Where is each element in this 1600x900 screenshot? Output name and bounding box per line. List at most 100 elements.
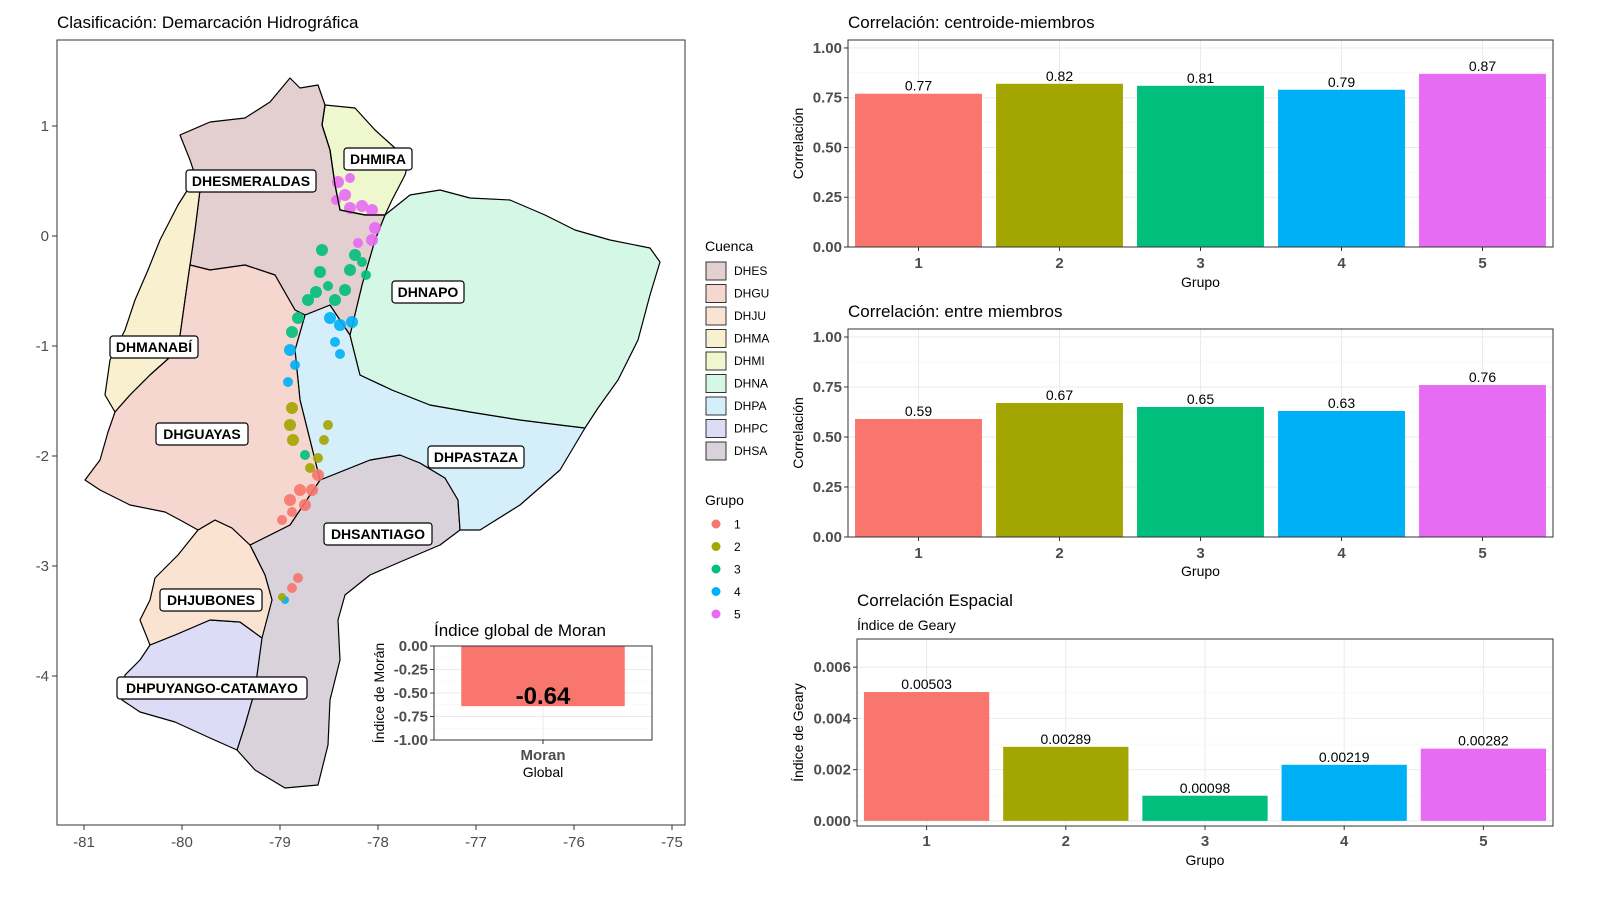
legend-cuenca-label: DHMI: [734, 354, 765, 368]
legend-grupo-label: 5: [734, 608, 741, 622]
x-tick-label: 1: [914, 255, 922, 272]
map-title: Clasificación: Demarcación Hidrográfica: [57, 13, 359, 32]
y-axis-label: Correlación: [790, 397, 806, 469]
x-tick-label: 2: [1062, 833, 1070, 850]
legend-grupo-items: 1 2 3 4 5: [711, 518, 741, 622]
y-tick-label: 1.00: [813, 329, 842, 346]
bar: [863, 692, 990, 821]
map-point: [344, 264, 356, 276]
region-label-dhmira: DHMIRA: [350, 151, 406, 167]
region-label-dhmanabi: DHMANABÍ: [116, 339, 193, 355]
map-point: [290, 360, 300, 370]
legend: Cuenca DHESDHGUDHJUDHMADHMIDHNADHPADHPCD…: [705, 238, 769, 622]
region-label-box: [391, 280, 465, 304]
legend-grupo-dot: [711, 542, 721, 551]
bar-value-label: 0.00289: [1040, 731, 1091, 747]
x-tick-label: 2: [1055, 545, 1063, 562]
map-point: [284, 419, 296, 431]
y-tick-label: 0.25: [813, 479, 842, 496]
legend-grupo-dot: [711, 587, 721, 596]
map-point: [294, 484, 306, 496]
map-x-tick: -77: [465, 834, 487, 851]
chart-title: Correlación: entre miembros: [848, 302, 1062, 321]
map-x-tick: -79: [269, 834, 291, 851]
bar: [996, 403, 1123, 537]
plot-border: [856, 638, 1554, 827]
chart-title: Correlación Espacial: [857, 591, 1013, 610]
x-tick-label: 4: [1337, 255, 1346, 272]
map-point: [287, 507, 297, 517]
x-tick-label: 2: [1055, 255, 1063, 272]
moran-inset-chart: Índice global de Moran -0.64 Moran 0.00 -0.2…: [371, 621, 653, 780]
map-point: [323, 281, 333, 291]
legend-cuenca-label: DHES: [734, 264, 767, 278]
legend-grupo-label: 3: [734, 563, 741, 577]
legend-cuenca-swatch: [705, 306, 727, 326]
bar: [855, 419, 982, 537]
map-y-tick: -4: [36, 668, 49, 685]
map-point: [286, 326, 298, 338]
y-tick-label: 0.00: [399, 638, 428, 655]
y-tick-label: 0.50: [813, 139, 842, 156]
map-point: [299, 499, 311, 511]
y-tick-label: -0.50: [394, 685, 428, 702]
map-point: [314, 266, 326, 278]
bar: [1137, 85, 1264, 248]
bar: [1420, 748, 1547, 821]
map-x-tick: -78: [367, 834, 389, 851]
map-point: [366, 204, 378, 216]
map-x-tick: -81: [73, 834, 95, 851]
map-point: [319, 435, 329, 445]
x-tick-label: 3: [1196, 255, 1204, 272]
bar-value-label: 0.59: [905, 403, 932, 419]
y-tick-label: 0.50: [813, 429, 842, 446]
x-tick-label: 1: [922, 833, 930, 850]
map-x-tick: -75: [661, 834, 683, 851]
map-point: [329, 294, 341, 306]
map-boundary: [321, 104, 385, 216]
y-axis-label: Correlación: [790, 108, 806, 180]
region-label-dhjubones: DHJUBONES: [167, 592, 255, 608]
map-point: [287, 434, 299, 446]
x-tick-label: 3: [1201, 833, 1209, 850]
bar-value-label: 0.67: [1046, 387, 1073, 403]
legend-cuenca-swatch: [705, 441, 727, 461]
map-regions: [84, 77, 661, 789]
map-point: [349, 249, 361, 261]
legend-cuenca-label: DHGU: [734, 287, 769, 301]
y-tick-label: 0.00: [813, 529, 842, 546]
bar-value-label: 0.87: [1469, 58, 1496, 74]
map-point: [300, 450, 310, 460]
x-axis-label: Grupo: [1186, 852, 1225, 868]
legend-cuenca-swatch: [705, 396, 727, 416]
map-x-tick: -80: [171, 834, 193, 851]
chart-title: Índice global de Moran: [434, 621, 606, 640]
map-point: [346, 316, 358, 328]
bar-value-label: 0.00282: [1458, 733, 1509, 749]
map-point: [330, 337, 340, 347]
legend-cuenca-swatch: [705, 351, 727, 371]
bar: [1419, 385, 1546, 537]
between-members-chart: Correlación: entre miembros 0.59 1 0.67 2 0.6…: [790, 302, 1554, 579]
y-tick-label: -0.75: [394, 709, 428, 726]
bar-value-label: 0.65: [1187, 391, 1214, 407]
bar-value-label: 0.63: [1328, 395, 1355, 411]
legend-grupo-dot: [711, 519, 721, 529]
legend-cuenca-swatch: [705, 261, 727, 281]
map-point: [323, 420, 333, 430]
map-point: [356, 200, 368, 212]
map-point: [331, 195, 341, 205]
legend-grupo-dot: [711, 609, 721, 619]
region-label-box: [116, 676, 308, 700]
legend-cuenca-label: DHPC: [734, 422, 768, 436]
bar-value-label: 0.82: [1046, 68, 1073, 84]
region-label-box: [343, 147, 413, 171]
map-y-axis: 1 0 -1 -2 -3 -4: [36, 118, 57, 685]
map-point: [316, 244, 328, 256]
bar: [1137, 407, 1264, 537]
x-tick-label: 3: [1196, 545, 1204, 562]
map-panel: Clasificación: Demarcación Hidrográfica: [36, 13, 686, 851]
chart-subtitle: Índice de Geary: [857, 617, 956, 633]
bar: [1278, 89, 1405, 247]
